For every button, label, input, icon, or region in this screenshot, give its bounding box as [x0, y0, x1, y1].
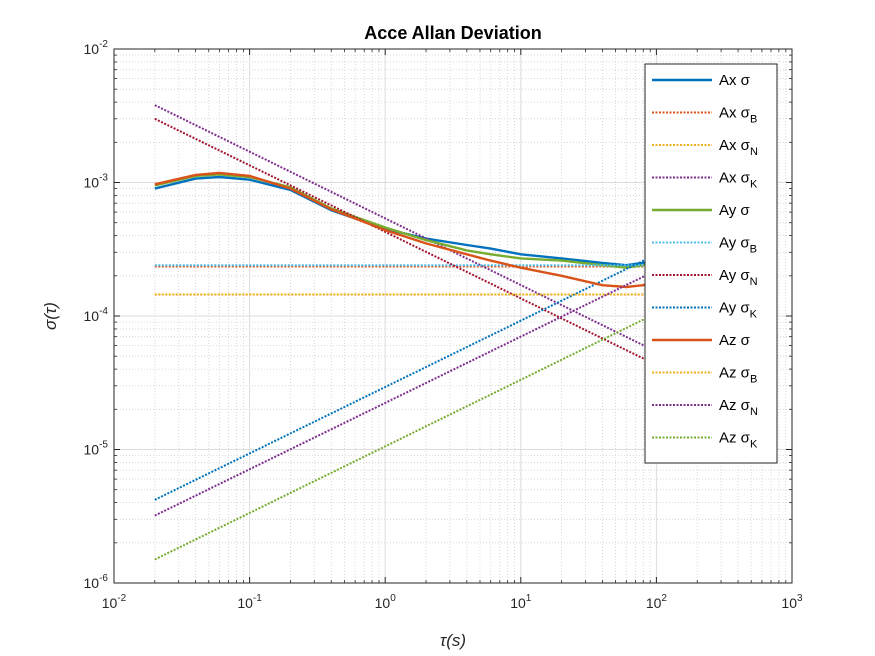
- y-axis-label: σ(τ): [41, 302, 60, 330]
- legend-label-3: Ax σN: [719, 137, 758, 158]
- x-tick-label: 10-2: [102, 593, 127, 611]
- chart-title: Acce Allan Deviation: [364, 23, 541, 43]
- x-tick-labels: 10-2 10-1 100 101 102 103: [102, 593, 803, 611]
- series-line-12: [154, 312, 657, 561]
- legend-label-8: Ay σK: [719, 300, 758, 321]
- y-tick-label: 10-6: [84, 573, 109, 591]
- series-line-9: [154, 171, 657, 289]
- x-tick-label: 102: [646, 593, 668, 611]
- y-tick-label: 10-5: [84, 440, 109, 458]
- legend: Ax σ Ax σB Ax σN Ax σK Ay σ Ay σB Ay σN Ay σK Az…: [644, 63, 778, 464]
- series-line-5: [154, 173, 657, 269]
- y-tick-labels: 10-6 10-5 10-4 10-3 10-2: [84, 39, 109, 591]
- legend-label-11: Az σN: [719, 397, 758, 418]
- y-tick-label: 10-4: [84, 306, 109, 324]
- legend-label-5: Ay σ: [719, 202, 750, 219]
- legend-label-1: Ax σ: [719, 72, 751, 89]
- legend-label-6: Ay σB: [719, 235, 757, 256]
- legend-label-4: Ax σK: [719, 170, 758, 191]
- y-tick-label: 10-2: [84, 39, 109, 57]
- legend-label-10: Az σB: [719, 365, 757, 386]
- y-tick-label: 10-3: [84, 173, 109, 191]
- x-axis-label: τ(s): [440, 631, 466, 650]
- legend-box: [644, 63, 778, 464]
- series-line-1: [154, 175, 657, 267]
- legend-label-12: Az σK: [719, 430, 758, 451]
- legend-label-2: Ax σB: [719, 105, 757, 126]
- legend-label-9: Az σ: [719, 332, 751, 349]
- series-line-7: [154, 117, 657, 366]
- series-layer: [154, 104, 657, 561]
- x-tick-label: 101: [510, 593, 532, 611]
- legend-label-7: Ay σN: [719, 267, 758, 288]
- x-tick-label: 100: [375, 593, 397, 611]
- x-tick-label: 10-1: [237, 593, 262, 611]
- tick-marks: [113, 48, 793, 584]
- x-tick-label: 103: [781, 593, 803, 611]
